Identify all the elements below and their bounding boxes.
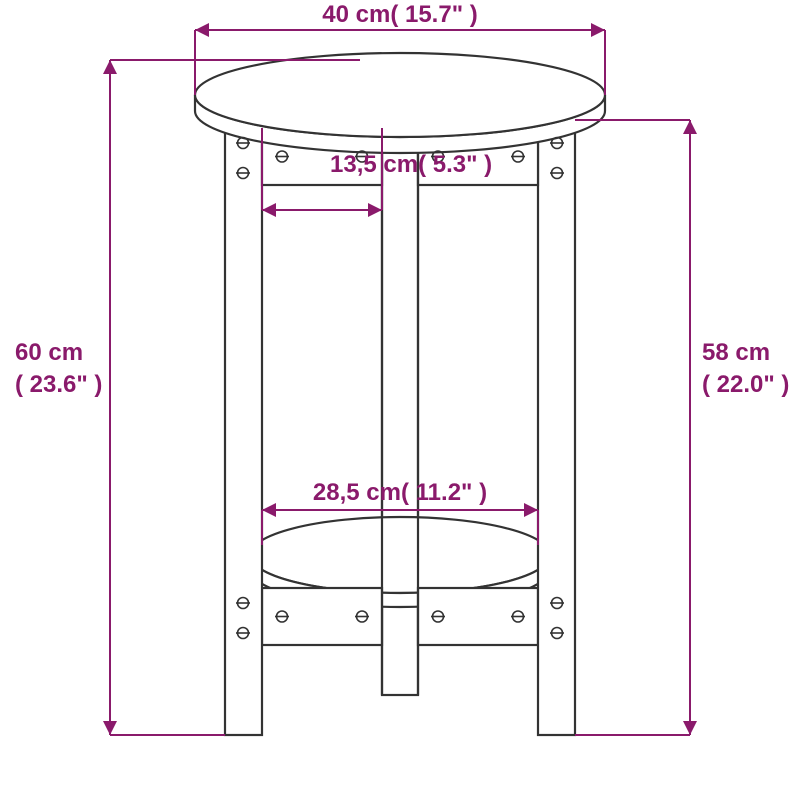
dim-width-top: 40 cm( 15.7" ) [322,1,477,28]
dim-shelf-width: 28,5 cm( 11.2" ) [313,479,487,506]
dim-height-full-in: ( 23.6" ) [15,371,102,398]
dim-inner-gap: 13,5 cm( 5.3" ) [330,151,492,178]
dimension-diagram: 40 cm( 15.7" ) 13,5 cm( 5.3" ) 28,5 cm( 11… [0,0,800,800]
dim-height-under-cm: 58 cm [702,339,770,366]
dim-height-under-in: ( 22.0" ) [702,371,789,398]
dim-height-full-cm: 60 cm [15,339,83,366]
